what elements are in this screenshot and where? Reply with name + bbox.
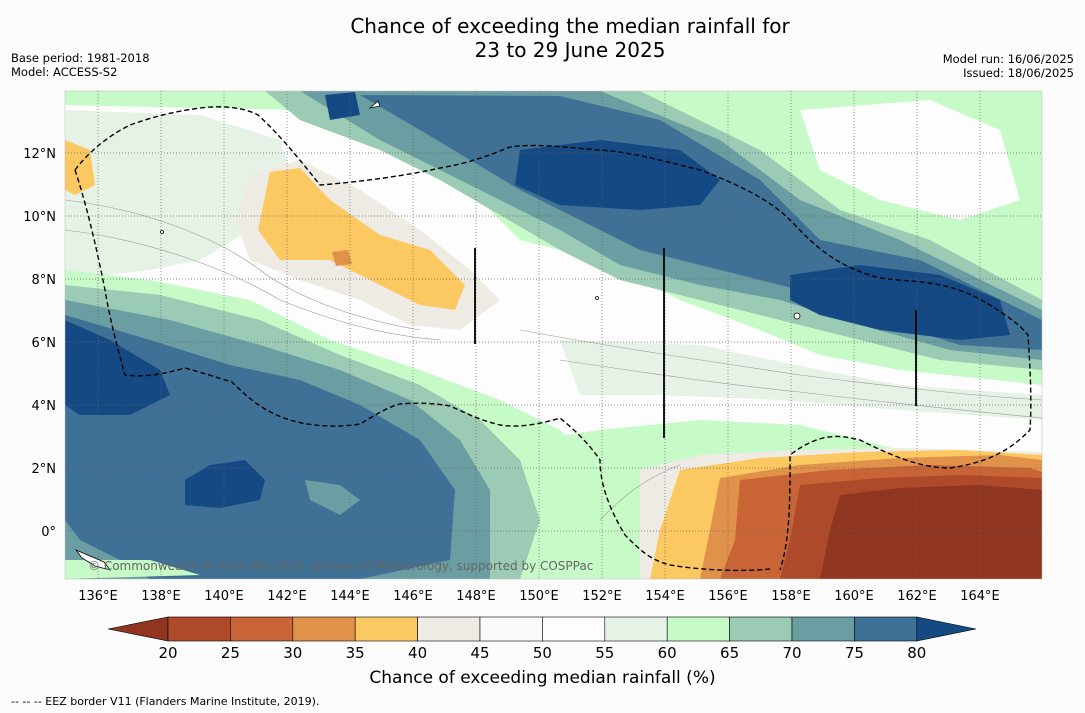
colorbar-tick-65: 65 [720,644,739,662]
lon-label-6: 148°E [456,589,496,604]
colorbar-bin-2 [292,616,356,642]
lon-label-7: 150°E [519,589,559,604]
lon-label-10: 156°E [708,589,748,604]
meta-right: Model run: 16/06/2025 Issued: 18/06/2025 [943,52,1074,80]
colorbar-tick-70: 70 [782,644,801,662]
colorbar-tick-25: 25 [221,644,240,662]
gridlines [65,91,1042,579]
title-line-2: 23 to 29 June 2025 [474,38,666,62]
lat-label-6: 0° [41,525,56,540]
latitude-labels: 12°N 10°N 8°N 6°N 4°N 2°N 0° [23,147,56,540]
field-core-north [515,140,720,210]
map-field [65,91,1042,579]
field-dry-nw-core [332,250,352,266]
eez-footnote: -- -- -- EEZ border V11 (Flanders Marine… [11,695,320,708]
field-white-ne [800,100,1020,220]
colorbar-tick-60: 60 [658,644,677,662]
colorbar-tick-75: 75 [845,644,864,662]
colorbar [107,616,977,642]
colorbar-high-arrow [916,616,977,642]
colorbar-low-arrow [107,616,169,642]
lat-label-1: 10°N [23,210,56,225]
colorbar-bin-6 [542,616,606,642]
field-sw-patch [305,480,360,515]
lon-label-4: 144°E [330,589,370,604]
colorbar-tick-50: 50 [533,644,552,662]
lat-label-5: 2°N [32,462,57,477]
colorbar-bin-8 [666,616,730,642]
field-light-green-mid [560,340,1042,420]
longitude-labels: 136°E 138°E 140°E 142°E 144°E 146°E 148°E 150°E… [78,589,1000,604]
lat-label-4: 4°N [32,399,57,414]
chart-title: Chance of exceeding the median rainfall … [0,14,1085,62]
field-light-green-nw [65,110,300,280]
field-se-15 [820,485,1042,579]
colorbar-bin-4 [417,616,481,642]
colorbar-bin-0 [167,616,231,642]
field-dry-w [65,140,95,195]
copyright-text: © Commonwealth of Australia 2025, Bureau… [88,559,593,573]
issued-date: Issued: 18/06/2025 [963,66,1074,80]
colorbar-tick-20: 20 [158,644,177,662]
colorbar-bin-1 [230,616,294,642]
model-name: Model: ACCESS-S2 [11,65,118,79]
lon-label-3: 142°E [267,589,307,604]
lat-label-3: 6°N [32,336,57,351]
boundary-marks [474,248,917,438]
colorbar-tick-55: 55 [595,644,614,662]
lon-label-5: 146°E [393,589,433,604]
colorbar-bin-11 [854,616,918,642]
lon-label-2: 140°E [204,589,244,604]
lon-label-13: 162°E [897,589,937,604]
lon-label-8: 152°E [582,589,622,604]
lat-label-2: 8°N [32,273,57,288]
colorbar-bin-3 [354,616,418,642]
lon-label-11: 158°E [771,589,811,604]
base-period: Base period: 1981-2018 [11,51,150,65]
colorbar-label: Chance of exceeding median rainfall (%) [369,668,716,688]
lon-label-1: 138°E [141,589,181,604]
field-core-sw-south [185,460,265,508]
colorbar-bin-7 [604,616,668,642]
colorbar-bin-9 [729,616,793,642]
lon-label-12: 160°E [834,589,874,604]
colorbar-tick-45: 45 [470,644,489,662]
colorbar-bin-5 [479,616,543,642]
colorbar-tick-30: 30 [283,644,302,662]
colorbar-tick-35: 35 [346,644,365,662]
title-line-1: Chance of exceeding the median rainfall … [350,14,790,38]
meta-left: Base period: 1981-2018 Model: ACCESS-S2 [11,51,150,79]
model-run: Model run: 16/06/2025 [942,52,1074,66]
colorbar-ticks: 20 25 30 35 40 45 50 55 60 65 70 75 80 [158,644,926,662]
lon-label-9: 154°E [645,589,685,604]
contour-lines [65,199,1042,521]
colorbar-tick-40: 40 [408,644,427,662]
field-core-sw-west [65,320,170,415]
field-core-east [790,265,1010,340]
map-frame [64,90,1043,580]
eez-border [74,106,1032,572]
lat-label-0: 12°N [23,147,56,162]
colorbar-bin-10 [791,616,855,642]
field-core-nw [325,92,360,120]
lon-label-14: 164°E [960,589,1000,604]
lon-label-0: 136°E [78,589,118,604]
colorbar-tick-80: 80 [907,644,926,662]
islands [74,100,801,571]
